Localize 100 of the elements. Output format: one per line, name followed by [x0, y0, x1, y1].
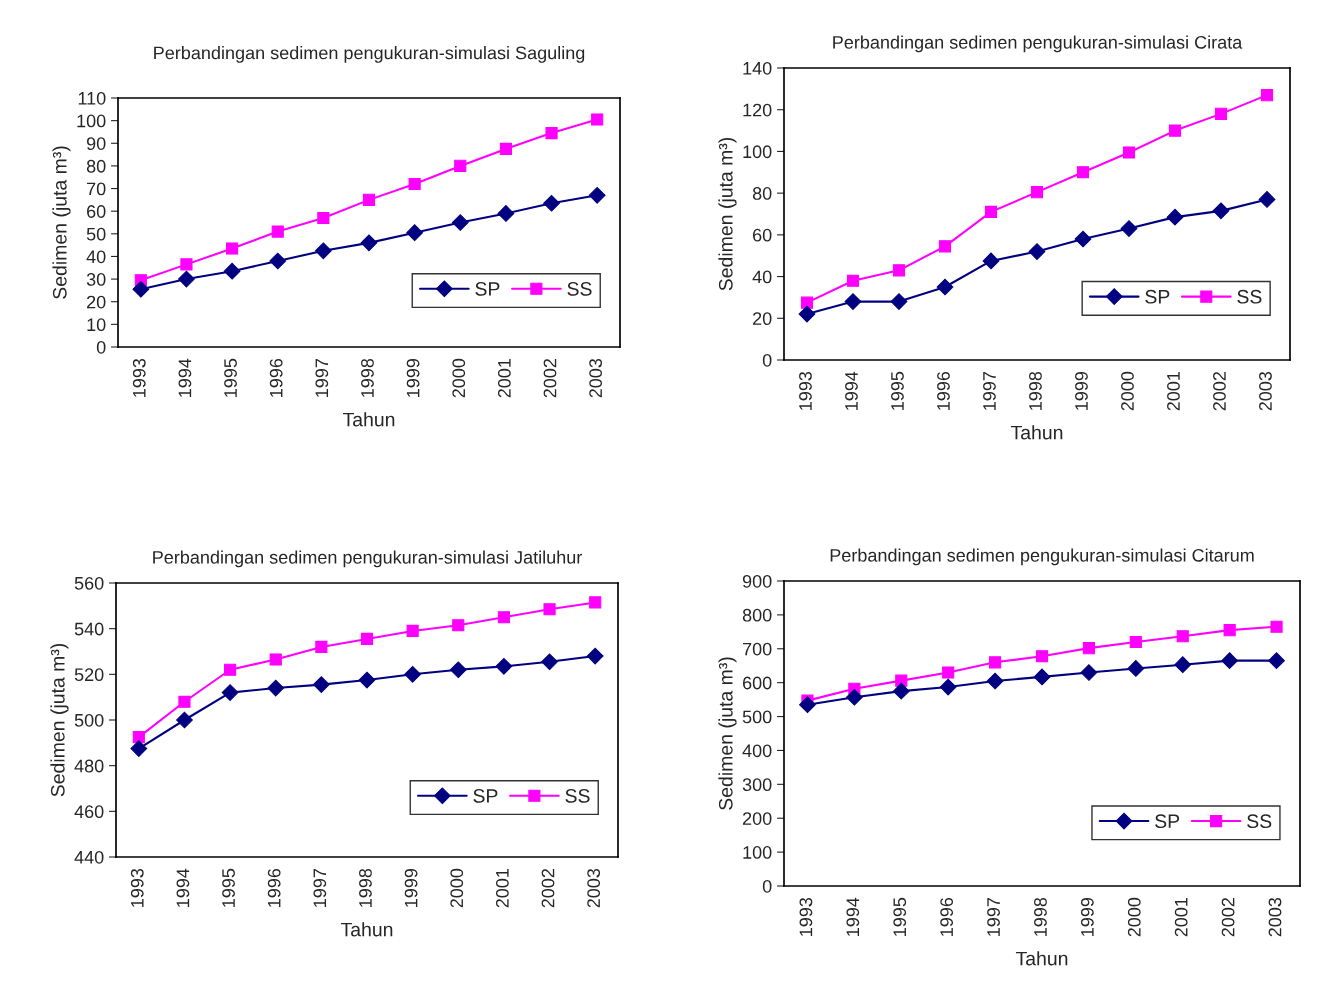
- x-tick-label: 2003: [1259, 371, 1272, 411]
- point: [545, 127, 558, 140]
- point: [1214, 107, 1228, 120]
- x-tick-label: 2002: [1213, 372, 1226, 411]
- y-tick-label: 0: [762, 879, 772, 893]
- legend-label: SP: [1155, 814, 1180, 829]
- point: [984, 205, 998, 218]
- legend-label: SP: [473, 789, 498, 803]
- point: [226, 242, 239, 255]
- y-tick-label: 700: [743, 642, 772, 656]
- point: [132, 731, 145, 744]
- point: [314, 242, 332, 260]
- legend-label: SP: [1145, 289, 1170, 304]
- x-tick-label: 1994: [845, 371, 858, 410]
- point: [406, 224, 424, 242]
- point: [358, 671, 376, 689]
- point: [982, 252, 1000, 270]
- point: [845, 688, 863, 706]
- x-axis-title: Tahun: [340, 922, 393, 937]
- y-tick-label: 60: [87, 205, 106, 218]
- y-axis-title: Sedimen (juta m³): [718, 137, 737, 291]
- y-tick-label: 120: [743, 103, 772, 117]
- point: [269, 252, 287, 270]
- point: [543, 603, 556, 616]
- y-tick-label: 600: [742, 676, 772, 690]
- point: [176, 711, 193, 729]
- point: [939, 678, 957, 696]
- y-axis-title: Sedimen (juta m³): [50, 643, 69, 797]
- legend-label: SP: [475, 282, 500, 296]
- point: [543, 194, 560, 212]
- y-tick-label: 300: [742, 778, 772, 792]
- y-tick-label: 20: [87, 295, 106, 309]
- x-tick-label: 1999: [406, 358, 420, 397]
- y-tick-label: 520: [74, 668, 104, 682]
- y-tick-label: 100: [743, 846, 772, 859]
- point: [798, 305, 816, 323]
- y-tick-label: 900: [742, 574, 772, 588]
- x-tick-label: 2000: [1127, 897, 1141, 937]
- y-tick-label: 200: [742, 812, 772, 825]
- point: [800, 296, 814, 309]
- x-tick-label: 2000: [452, 358, 466, 398]
- point: [224, 663, 237, 676]
- point: [1122, 146, 1136, 159]
- point: [271, 225, 284, 238]
- point: [269, 653, 282, 666]
- x-tick-label: 2003: [1268, 897, 1282, 937]
- y-tick-label: 800: [742, 608, 772, 622]
- x-tick-label: 2002: [1221, 898, 1235, 937]
- point: [221, 684, 239, 701]
- x-tick-label: 1995: [893, 897, 907, 936]
- x-tick-label: 2003: [587, 868, 601, 908]
- x-tick-label: 1993: [130, 868, 144, 907]
- point: [312, 676, 330, 693]
- point: [360, 234, 378, 252]
- point: [1035, 650, 1049, 663]
- x-tick-label: 1998: [1034, 897, 1047, 936]
- x-tick-label: 1995: [222, 868, 235, 907]
- y-tick-label: 80: [86, 159, 106, 173]
- point: [1174, 656, 1192, 674]
- point: [132, 280, 150, 298]
- y-tick-label: 100: [77, 114, 106, 128]
- x-tick-label: 1996: [940, 897, 954, 936]
- legend-label: SS: [565, 789, 590, 803]
- point: [936, 278, 954, 296]
- point: [362, 193, 376, 206]
- y-tick-label: 400: [742, 744, 772, 758]
- x-tick-label: 1993: [799, 371, 812, 410]
- point: [406, 624, 419, 638]
- x-tick-label: 1997: [313, 869, 327, 907]
- point: [315, 640, 328, 654]
- x-tick-label: 1998: [361, 358, 374, 397]
- point: [1168, 124, 1182, 137]
- point: [892, 682, 910, 700]
- x-tick-label: 1997: [987, 898, 1000, 936]
- x-tick-label: 1996: [269, 358, 283, 397]
- chart-title: Perbandingan sedimen pengukuran-simulasi Citarum: [830, 548, 1254, 566]
- x-tick-label: 1999: [1075, 371, 1088, 410]
- x-tick-label: 1999: [1080, 897, 1094, 936]
- point: [408, 177, 421, 191]
- x-tick-label: 1997: [315, 359, 329, 397]
- y-tick-label: 540: [74, 622, 104, 636]
- point: [495, 657, 513, 675]
- x-axis-title: Tahun: [1010, 425, 1063, 440]
- x-axis-title: Tahun: [342, 412, 395, 427]
- point: [1074, 230, 1092, 248]
- x-tick-label: 1993: [132, 358, 146, 397]
- point: [1080, 664, 1098, 681]
- y-tick-label: 80: [752, 187, 772, 200]
- point: [1176, 630, 1189, 643]
- point: [846, 274, 860, 287]
- point: [497, 611, 510, 624]
- point: [892, 264, 906, 277]
- point: [1221, 652, 1239, 670]
- x-tick-label: 1996: [937, 371, 950, 410]
- point: [178, 695, 191, 708]
- y-tick-label: 0: [96, 340, 106, 354]
- point: [589, 596, 602, 609]
- x-tick-label: 1994: [176, 868, 190, 907]
- point: [586, 647, 604, 665]
- y-tick-label: 560: [74, 576, 104, 590]
